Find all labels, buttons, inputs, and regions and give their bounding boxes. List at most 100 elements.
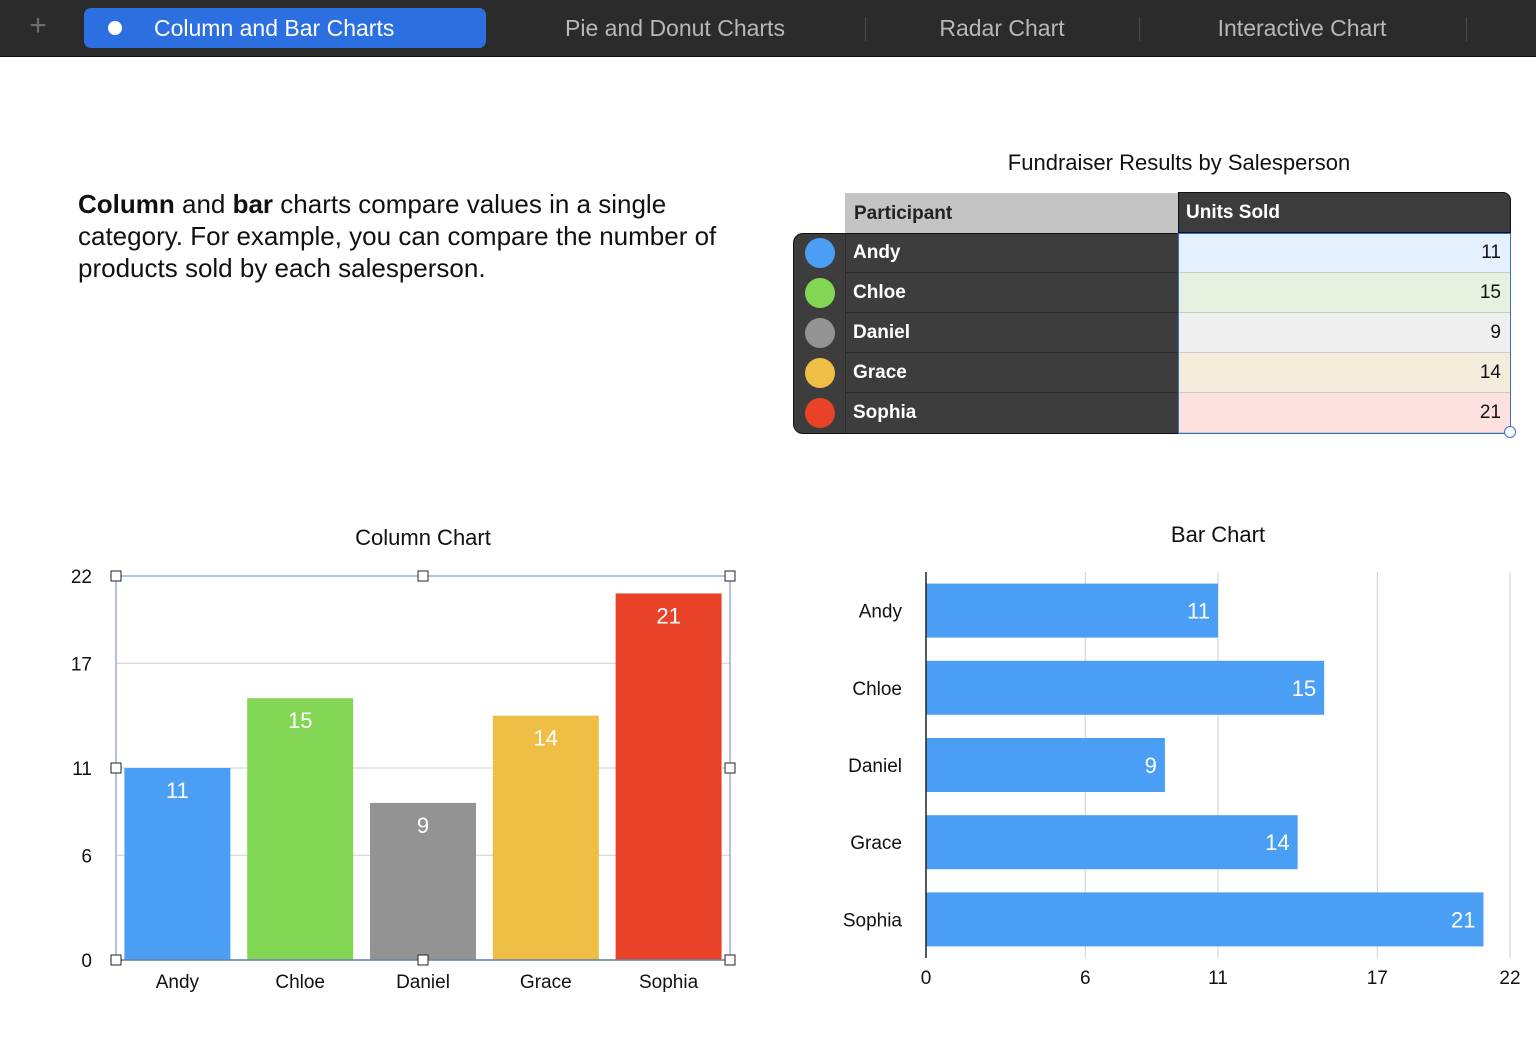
participant-name[interactable]: Daniel xyxy=(853,322,911,343)
column-chart[interactable]: 0 6 11 17 22 11 Andy 15 Chloe 9 Daniel 14 Grace 21 Sop… xyxy=(0,560,760,1010)
x-tick-label: Grace xyxy=(520,972,572,993)
color-swatch xyxy=(805,398,835,428)
tab-divider xyxy=(865,17,866,41)
units-cell[interactable]: 11 xyxy=(1179,233,1511,273)
units-cell[interactable]: 9 xyxy=(1179,313,1511,353)
table-row[interactable]: Grace 14 xyxy=(793,353,1512,393)
row-divider xyxy=(845,352,1179,353)
units-value: 21 xyxy=(1479,402,1501,423)
resize-handle[interactable] xyxy=(110,570,122,582)
table-resize-handle[interactable] xyxy=(1504,426,1516,438)
description-text[interactable]: Column and bar charts compare values in … xyxy=(78,188,768,284)
tab-column-and-bar-charts[interactable]: Column and Bar Charts xyxy=(84,8,486,48)
header-units-sold[interactable]: Units Sold xyxy=(1178,192,1511,233)
y-tick-label: 0 xyxy=(81,951,92,972)
color-swatch xyxy=(805,278,835,308)
participant-name[interactable]: Chloe xyxy=(853,282,906,303)
table-row[interactable]: Andy 11 xyxy=(793,233,1512,273)
resize-handle[interactable] xyxy=(724,570,736,582)
color-swatch xyxy=(805,238,835,268)
cell-divider xyxy=(845,393,846,433)
color-swatch xyxy=(805,358,835,388)
horizontal-bar xyxy=(926,815,1298,870)
active-dot-icon xyxy=(108,21,122,35)
resize-handle[interactable] xyxy=(724,762,736,774)
tab-label: Column and Bar Charts xyxy=(154,15,395,41)
data-label: 11 xyxy=(166,778,189,803)
table-title[interactable]: Fundraiser Results by Salesperson xyxy=(1007,150,1351,175)
cell-divider xyxy=(845,313,846,353)
description-text-part: charts compare values in a single catego… xyxy=(78,189,717,283)
table-row[interactable]: Sophia 21 xyxy=(793,393,1512,433)
column-bar xyxy=(492,715,599,960)
units-cell[interactable]: 21 xyxy=(1179,393,1511,433)
resize-handle[interactable] xyxy=(110,762,122,774)
tab-interactive-chart[interactable]: Interactive Chart xyxy=(1217,15,1387,41)
data-label: 11 xyxy=(1187,599,1210,624)
table-body: Andy 11 Chloe 15 Daniel 9 Grace 14 Sophi… xyxy=(793,233,1512,434)
description-bold-bar: bar xyxy=(232,189,274,219)
header-label: Units Sold xyxy=(1186,202,1280,223)
x-tick-label: Chloe xyxy=(275,972,325,993)
participant-name[interactable]: Grace xyxy=(853,362,907,383)
units-value: 15 xyxy=(1479,282,1501,303)
tab-pie-and-donut-charts[interactable]: Pie and Donut Charts xyxy=(565,15,785,41)
x-tick-label: 11 xyxy=(1208,968,1228,989)
units-value: 11 xyxy=(1481,242,1501,263)
description-text-part: and xyxy=(174,189,233,219)
data-label: 15 xyxy=(1292,676,1316,701)
table-row[interactable]: Chloe 15 xyxy=(793,273,1512,313)
data-label: 15 xyxy=(288,708,312,733)
column-bar xyxy=(247,698,354,960)
column-bar xyxy=(615,593,722,960)
x-tick-label: 6 xyxy=(1080,968,1091,989)
y-tick-label: Chloe xyxy=(852,679,902,700)
resize-handle[interactable] xyxy=(724,954,736,966)
tab-radar-chart[interactable]: Radar Chart xyxy=(939,15,1065,41)
x-tick-label: Daniel xyxy=(396,972,450,993)
tab-divider xyxy=(1466,17,1467,41)
table-row[interactable]: Daniel 9 xyxy=(793,313,1512,353)
units-cell[interactable]: 14 xyxy=(1179,353,1511,393)
bar-chart-title[interactable]: Bar Chart xyxy=(1170,522,1266,547)
x-tick-label: 0 xyxy=(921,968,932,989)
header-label: Participant xyxy=(854,203,953,224)
y-tick-label: Grace xyxy=(850,833,902,854)
tab-divider xyxy=(1139,17,1140,41)
y-tick-label: Sophia xyxy=(843,910,903,931)
data-label: 9 xyxy=(1145,753,1157,778)
y-tick-label: 22 xyxy=(71,567,92,588)
data-label: 21 xyxy=(656,603,680,628)
y-tick-label: 6 xyxy=(81,846,92,867)
row-divider xyxy=(845,312,1179,313)
resize-handle[interactable] xyxy=(417,954,429,966)
column-bar xyxy=(370,802,476,960)
units-cell[interactable]: 15 xyxy=(1179,273,1511,313)
data-label: 21 xyxy=(1451,907,1475,932)
row-divider xyxy=(845,392,1179,393)
resize-handle[interactable] xyxy=(417,570,429,582)
tab-bar: + Column and Bar Charts Pie and Donut Ch… xyxy=(0,0,1536,57)
participant-name[interactable]: Andy xyxy=(853,242,901,263)
cell-divider xyxy=(845,353,846,393)
horizontal-bar xyxy=(926,583,1218,638)
units-value: 9 xyxy=(1490,322,1501,343)
header-participant[interactable]: Participant xyxy=(845,193,1178,233)
column-chart-title[interactable]: Column Chart xyxy=(355,525,491,550)
horizontal-bar xyxy=(926,660,1325,715)
resize-handle[interactable] xyxy=(110,954,122,966)
data-label: 9 xyxy=(417,813,429,838)
color-swatch xyxy=(805,318,835,348)
description-bold-column: Column xyxy=(78,189,175,219)
cell-divider xyxy=(845,273,846,313)
cell-divider xyxy=(845,233,846,273)
add-sheet-icon[interactable]: + xyxy=(29,9,47,42)
y-tick-label: 17 xyxy=(71,654,92,675)
data-label: 14 xyxy=(1265,830,1289,855)
y-tick-label: 11 xyxy=(72,759,92,780)
units-value: 14 xyxy=(1479,362,1501,383)
participant-name[interactable]: Sophia xyxy=(853,402,917,423)
y-tick-label: Andy xyxy=(859,602,903,623)
bar-chart[interactable]: 0 6 11 17 22 11 Andy 15 Chloe 9 Daniel 14 Grace 21 Sop… xyxy=(800,560,1536,1000)
x-tick-label: 17 xyxy=(1367,968,1388,989)
